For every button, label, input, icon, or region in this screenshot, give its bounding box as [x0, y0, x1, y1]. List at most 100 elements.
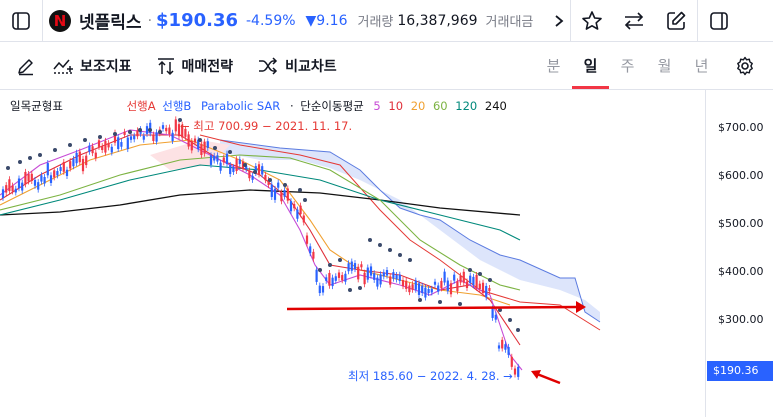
legend-ma10: 10 — [388, 99, 404, 113]
edit-button[interactable] — [655, 0, 697, 42]
sar-dot — [98, 135, 102, 139]
candle-body — [472, 276, 475, 286]
candle-body — [366, 267, 369, 280]
sar-dot — [198, 138, 202, 142]
candle-body — [104, 140, 107, 153]
senkou-a-line — [199, 134, 601, 331]
candle-body — [136, 130, 139, 137]
candle-body — [293, 203, 296, 209]
candle-body — [200, 144, 203, 155]
legend-ma120: 120 — [455, 99, 478, 113]
candle-body — [369, 266, 373, 276]
legend-sma: 단순이동평균 — [300, 99, 364, 113]
candle-body — [273, 188, 277, 200]
price-chart[interactable]: 일목균형표 선행A 선행B Parabolic SAR · 단순이동평균 5 1… — [0, 89, 773, 417]
swap-button[interactable] — [613, 0, 655, 42]
legend-ma5: 5 — [373, 99, 381, 113]
candle-body — [360, 264, 363, 268]
axis-tick: $300.00 — [718, 313, 764, 326]
support-line — [286, 305, 579, 311]
candle-body — [213, 155, 216, 161]
sar-dot — [228, 150, 232, 154]
sar-dot — [458, 302, 462, 306]
candle-body — [469, 275, 472, 284]
candle-body — [107, 143, 110, 148]
candle-body — [49, 175, 53, 183]
volume-label: 거래량 — [357, 15, 394, 30]
low-label: 최저 185.60 − 2022. 4. 28. — [348, 369, 500, 383]
candle-body — [53, 170, 56, 178]
tab-week[interactable]: 주 — [620, 57, 635, 75]
tab-day[interactable]: 일 — [572, 43, 609, 89]
candle-body — [190, 141, 193, 151]
ma120-line — [0, 164, 521, 241]
candle-body — [88, 145, 91, 152]
sar-dot — [38, 153, 42, 157]
chart-plot[interactable] — [0, 90, 705, 417]
candle-body — [174, 119, 177, 132]
candle-body — [334, 276, 337, 281]
candle-body — [177, 124, 181, 137]
compare-button[interactable]: 비교차트 — [257, 56, 337, 76]
settings-button[interactable] — [724, 45, 766, 87]
candle-body — [337, 272, 341, 278]
candle-body — [309, 246, 312, 254]
candle-body — [475, 274, 478, 288]
candle-body — [142, 135, 145, 140]
candle-body — [408, 285, 411, 293]
candle-body — [206, 141, 209, 148]
support-arrow-head — [576, 301, 586, 313]
draw-button[interactable] — [0, 45, 52, 87]
right-panel-toggle-button[interactable] — [698, 0, 740, 42]
candle-body — [389, 276, 392, 285]
legend-senkou-b: 선행B — [162, 99, 192, 113]
candle-body — [382, 272, 385, 277]
candle-body — [376, 277, 379, 287]
sidebar-toggle-button[interactable] — [0, 0, 42, 42]
tab-year[interactable]: 년 — [694, 57, 709, 75]
candle-body — [494, 314, 497, 320]
strategy-button[interactable]: 매매전략 — [156, 56, 234, 76]
candle-body — [289, 201, 293, 212]
candle-body — [363, 272, 366, 285]
scroll-right-button[interactable] — [548, 0, 570, 42]
candle-body — [443, 271, 446, 283]
candle-body — [245, 165, 248, 170]
candle-body — [43, 176, 46, 184]
candle-body — [56, 171, 59, 176]
favorite-button[interactable] — [571, 0, 613, 42]
swap-arrows-icon — [624, 11, 644, 30]
sar-dot — [68, 143, 72, 147]
sar-dot — [18, 160, 22, 164]
sar-dot — [438, 300, 442, 304]
price-axis[interactable]: $700.00 $600.00 $500.00 $400.00 $300.00 … — [705, 90, 773, 417]
sar-dot — [418, 298, 422, 302]
candle-body — [449, 283, 453, 295]
candle-body — [219, 162, 222, 171]
strategy-label: 매매전략 — [181, 59, 234, 75]
candle-body — [465, 281, 469, 288]
axis-tick: $700.00 — [718, 121, 764, 134]
candle-body — [481, 282, 485, 293]
candle-body — [507, 346, 510, 355]
candle-body — [257, 164, 261, 175]
candle-body — [110, 146, 113, 153]
indicators-button[interactable]: 보조지표 — [52, 56, 132, 76]
candle-body — [235, 159, 238, 172]
candle-body — [405, 280, 408, 289]
candle-body — [424, 287, 427, 298]
candle-body — [478, 283, 481, 290]
sar-dot — [478, 272, 482, 276]
candle-body — [286, 188, 289, 201]
candle-body — [446, 280, 449, 292]
sar-dot — [113, 132, 117, 136]
low-pointer-arrow — [536, 372, 561, 385]
sar-dot — [28, 156, 32, 160]
tab-minute[interactable]: 분 — [546, 57, 561, 75]
candle-body — [315, 269, 318, 282]
change-percent: -4.59% — [246, 12, 296, 29]
divider — [697, 0, 698, 42]
candle-body — [101, 146, 104, 151]
tab-month[interactable]: 월 — [657, 57, 672, 75]
sar-dot — [268, 178, 272, 182]
